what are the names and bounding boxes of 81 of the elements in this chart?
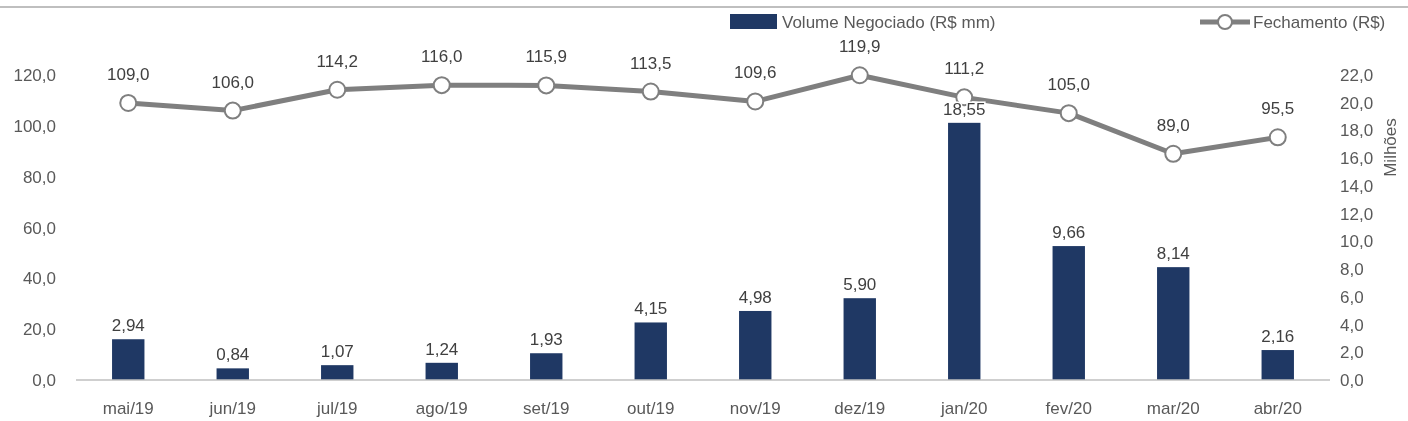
y2-axis-title: Milhões bbox=[1381, 118, 1400, 177]
bar bbox=[530, 353, 563, 380]
y2-tick-label: 14,0 bbox=[1340, 176, 1374, 196]
y-tick-label: 120,0 bbox=[13, 66, 56, 85]
legend-label: Fechamento (R$) bbox=[1253, 13, 1386, 32]
x-tick-label: nov/19 bbox=[729, 399, 781, 418]
data-label: 111,2 bbox=[944, 59, 985, 79]
y-tick-label: 0,0 bbox=[32, 371, 56, 390]
y-tick-label: 20,0 bbox=[22, 320, 56, 340]
bar bbox=[843, 298, 876, 380]
y2-tick-label: 0,0 bbox=[1340, 371, 1364, 390]
x-tick-label: abr/20 bbox=[1253, 399, 1302, 418]
y-tick-label: 80,0 bbox=[22, 167, 56, 187]
x-tick-label: mai/19 bbox=[102, 399, 154, 418]
point bbox=[328, 80, 347, 99]
data-label: 95,5 bbox=[1261, 99, 1295, 119]
y2-tick-label: 6,0 bbox=[1340, 287, 1364, 307]
x-tick-label: fev/20 bbox=[1045, 399, 1092, 418]
y-tick-label: 60,0 bbox=[22, 218, 56, 238]
x-tick-label: ago/19 bbox=[415, 399, 468, 418]
data-label: 4,15 bbox=[634, 299, 668, 319]
y2-tick-label: 8,0 bbox=[1340, 260, 1364, 280]
bar bbox=[1052, 246, 1085, 380]
point bbox=[850, 66, 869, 85]
bar bbox=[321, 365, 354, 380]
data-label: 1,24 bbox=[425, 339, 459, 359]
data-label: 115,9 bbox=[525, 47, 567, 67]
y-tick-label: 40,0 bbox=[22, 269, 56, 289]
data-label: 0,84 bbox=[216, 345, 250, 365]
data-label: 1,93 bbox=[529, 330, 563, 350]
bar bbox=[1157, 267, 1190, 380]
data-label: 119,9 bbox=[839, 37, 881, 57]
point bbox=[119, 93, 138, 112]
data-label: 4,98 bbox=[738, 287, 772, 307]
bar bbox=[948, 122, 981, 380]
data-label: 2,94 bbox=[111, 316, 145, 336]
point bbox=[537, 76, 556, 95]
data-label: 9,66 bbox=[1052, 223, 1086, 243]
point bbox=[432, 76, 451, 95]
legend-label: Volume Negociado (R$ mm) bbox=[782, 13, 996, 32]
point bbox=[1268, 128, 1287, 147]
y2-tick-label: 2,0 bbox=[1340, 343, 1364, 363]
data-label: 109,6 bbox=[733, 63, 777, 83]
point bbox=[1059, 104, 1078, 123]
bar bbox=[425, 362, 458, 380]
data-label: 109,0 bbox=[106, 64, 150, 84]
y2-tick-label: 10,0 bbox=[1340, 232, 1374, 252]
y2-tick-label: 4,0 bbox=[1340, 315, 1364, 335]
x-tick-label: jan/20 bbox=[940, 399, 988, 418]
bar bbox=[634, 322, 667, 380]
y-tick-label: 100,0 bbox=[13, 116, 56, 136]
data-label: 113,5 bbox=[630, 53, 672, 73]
bar bbox=[739, 310, 772, 380]
x-tick-label: jul/19 bbox=[315, 399, 358, 418]
x-tick-label: set/19 bbox=[523, 399, 570, 418]
data-label: 18,55 bbox=[942, 99, 986, 119]
point bbox=[223, 101, 242, 120]
y2-tick-label: 16,0 bbox=[1340, 149, 1374, 169]
point bbox=[1164, 144, 1183, 163]
y2-tick-label: 20,0 bbox=[1340, 93, 1374, 113]
x-tick-label: dez/19 bbox=[834, 399, 886, 418]
data-label: 5,90 bbox=[843, 275, 877, 295]
data-label: 8,14 bbox=[1156, 244, 1190, 264]
x-tick-label: mar/20 bbox=[1146, 399, 1200, 418]
data-label: 2,16 bbox=[1261, 327, 1295, 347]
data-label: 1,07 bbox=[320, 342, 354, 362]
y2-tick-label: 18,0 bbox=[1340, 121, 1374, 141]
point bbox=[746, 92, 765, 111]
data-label: 114,2 bbox=[316, 51, 358, 71]
bar bbox=[216, 368, 249, 380]
x-tick-label: out/19 bbox=[627, 399, 675, 418]
x-tick-label: jun/19 bbox=[208, 399, 256, 418]
y2-tick-label: 12,0 bbox=[1340, 204, 1374, 224]
y2-tick-label: 22,0 bbox=[1340, 66, 1374, 85]
bar bbox=[112, 339, 145, 380]
bar bbox=[1261, 350, 1294, 380]
data-label: 105,0 bbox=[1047, 75, 1091, 95]
data-label: 116,0 bbox=[421, 47, 463, 67]
point bbox=[641, 82, 660, 101]
data-label: 89,0 bbox=[1156, 115, 1190, 135]
data-label: 106,0 bbox=[211, 72, 255, 92]
